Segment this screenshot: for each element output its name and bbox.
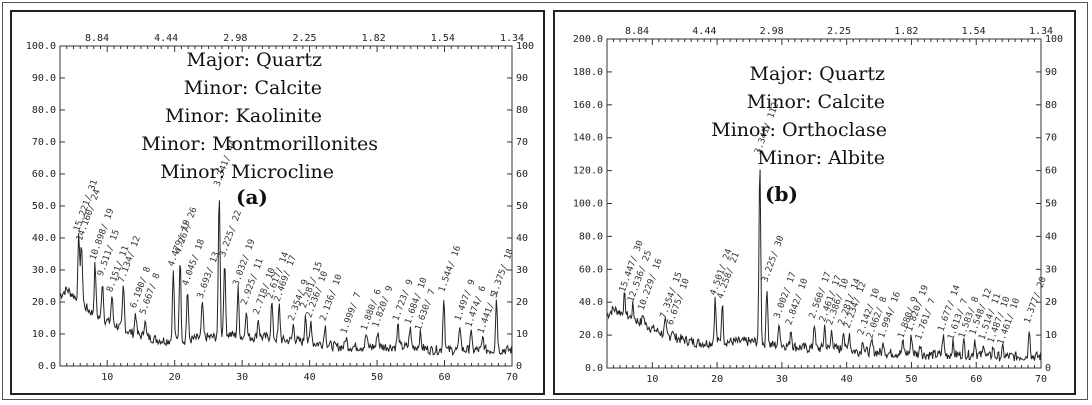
mineral-line: Minor: Orthoclase — [711, 119, 887, 141]
d-spacing-label: 2.98 — [760, 26, 784, 37]
y-tick-label-right: 0 — [1045, 363, 1051, 374]
y-tick-label-left: 80.0 — [579, 231, 603, 242]
diffraction-pattern — [606, 169, 1042, 362]
y-tick-label-right: 70 — [1045, 133, 1057, 144]
d-spacing-label: 1.34 — [1029, 26, 1053, 37]
d-spacing-label: 8.84 — [85, 33, 109, 44]
y-tick-label-right: 90 — [516, 73, 528, 84]
y-tick-label-left: 120.0 — [573, 166, 603, 177]
y-tick-label-right: 60 — [516, 169, 528, 180]
y-tick-label-left: 200.0 — [573, 34, 603, 45]
y-tick-label-left: 180.0 — [573, 67, 603, 78]
y-tick-label-left: 0.0 — [38, 361, 56, 372]
panel-label-b: (b) — [765, 182, 798, 206]
d-spacing-label: 1.82 — [362, 33, 386, 44]
panel-label-a: (a) — [236, 185, 268, 209]
xrd-panel-b: 200.0 180.0 160.0 140.0 120.0 100.0 80.0 60.0 40… — [553, 10, 1076, 395]
x-tick-label: 10 — [646, 374, 658, 385]
y-tick-label-left: 160.0 — [573, 100, 603, 111]
d-spacing-label: 4.44 — [154, 33, 178, 44]
y-tick-label-right: 10 — [1045, 330, 1057, 341]
y-tick-label-right: 80 — [516, 105, 528, 116]
y-tick-label-right: 0 — [516, 361, 522, 372]
y-tick-label-right: 10 — [516, 329, 528, 340]
mineral-line: Major: Quartz — [749, 63, 885, 85]
diffraction-pattern — [59, 200, 513, 357]
peak-label: 1.544/ 16 — [437, 244, 463, 293]
x-tick-label: 70 — [1035, 374, 1047, 385]
y-tick-label-right: 20 — [1045, 297, 1057, 308]
y-tick-label-left: 80.0 — [32, 105, 56, 116]
x-tick-label: 40 — [304, 372, 316, 383]
y-tick-label-right: 40 — [1045, 231, 1057, 242]
d-spacing-label: 1.82 — [894, 26, 918, 37]
x-tick-label: 30 — [776, 374, 788, 385]
d-spacing-label: 1.54 — [962, 26, 986, 37]
x-tick-label: 10 — [101, 372, 113, 383]
d-spacing-label: 2.98 — [223, 33, 247, 44]
mineral-line: Minor: Microcline — [160, 161, 334, 183]
peak-label: 3.225/ 30 — [760, 235, 786, 284]
y-tick-label-left: 100.0 — [26, 41, 56, 52]
x-tick-label: 20 — [711, 374, 723, 385]
y-tick-label-left: 40.0 — [32, 233, 56, 244]
y-tick-label-right: 80 — [1045, 100, 1057, 111]
x-tick-label: 50 — [371, 372, 383, 383]
y-tick-label-left: 50.0 — [32, 201, 56, 212]
x-tick-label: 40 — [841, 374, 853, 385]
mineral-line: Minor: Calcite — [183, 77, 322, 99]
y-tick-label-left: 10.0 — [32, 329, 56, 340]
y-tick-label-right: 30 — [516, 265, 528, 276]
y-tick-label-left: 40.0 — [579, 297, 603, 308]
d-spacing-label: 4.44 — [692, 26, 716, 37]
d-spacing-label: 2.25 — [292, 33, 316, 44]
d-spacing-label: 8.84 — [625, 26, 649, 37]
y-tick-label-left: 20.0 — [579, 330, 603, 341]
y-tick-label-right: 100 — [516, 41, 534, 52]
x-tick-label: 30 — [236, 372, 248, 383]
y-tick-label-right: 30 — [1045, 264, 1057, 275]
y-tick-label-right: 90 — [1045, 67, 1057, 78]
mineral-line: Minor: Albite — [757, 147, 885, 169]
y-tick-label-left: 140.0 — [573, 133, 603, 144]
y-tick-label-left: 70.0 — [32, 137, 56, 148]
peak-label: 3.225/ 22 — [218, 209, 244, 258]
y-tick-label-right: 20 — [516, 297, 528, 308]
y-tick-label-left: 60.0 — [579, 264, 603, 275]
y-tick-label-left: 20.0 — [32, 297, 56, 308]
y-tick-label-right: 60 — [1045, 166, 1057, 177]
mineral-line: Minor: Kaolinite — [164, 105, 322, 127]
d-spacing-label: 1.54 — [431, 33, 455, 44]
y-tick-label-left: 90.0 — [32, 73, 56, 84]
y-tick-label-left: 30.0 — [32, 265, 56, 276]
y-tick-label-right: 50 — [1045, 199, 1057, 210]
mineral-line: Minor: Montmorillonites — [141, 133, 378, 155]
mineral-line: Major: Quartz — [186, 49, 322, 71]
y-tick-label-left: 0.0 — [585, 363, 603, 374]
figure-frame — [2, 2, 1088, 400]
d-spacing-label: 1.34 — [500, 33, 524, 44]
d-spacing-label: 2.25 — [827, 26, 851, 37]
y-tick-label-right: 50 — [516, 201, 528, 212]
xrd-panel-a: 100.0 90.0 80.0 70.0 60.0 50.0 40.0 30.0 20.0 10.… — [10, 10, 545, 395]
y-tick-label-left: 100.0 — [573, 199, 603, 210]
x-tick-label: 60 — [439, 372, 451, 383]
x-tick-label: 50 — [905, 374, 917, 385]
x-tick-label: 70 — [506, 372, 518, 383]
xrd-chart-b: 200.0180.0160.0140.0120.0100.080.060.040… — [573, 26, 1063, 385]
y-tick-label-right: 70 — [516, 137, 528, 148]
mineral-line: Minor: Calcite — [746, 91, 885, 113]
y-tick-label-right: 100 — [1045, 34, 1063, 45]
x-tick-label: 20 — [169, 372, 181, 383]
y-tick-label-right: 40 — [516, 233, 528, 244]
xrd-chart-a: 100.090.080.070.060.050.040.030.020.010.… — [26, 33, 534, 383]
y-tick-label-left: 60.0 — [32, 169, 56, 180]
x-tick-label: 60 — [970, 374, 982, 385]
